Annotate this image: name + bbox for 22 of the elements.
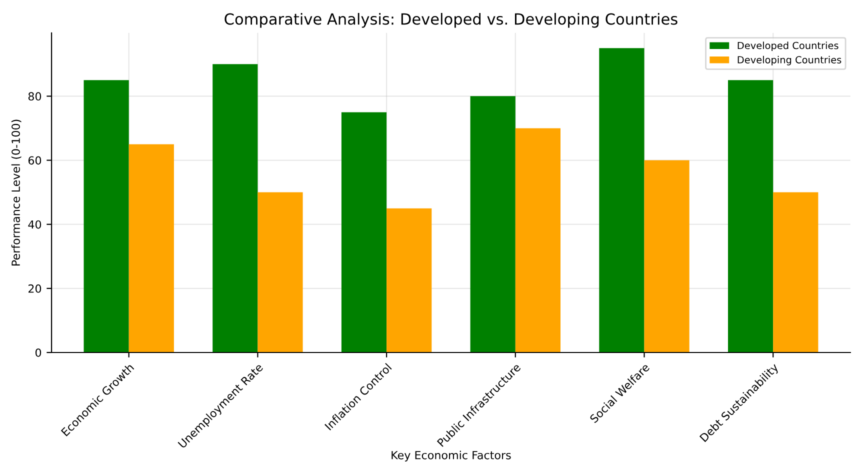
y-tick-label: 0	[35, 348, 42, 357]
y-tick-label: 80	[28, 92, 42, 101]
bar	[84, 80, 129, 352]
bar	[128, 144, 174, 352]
y-tick-label: 40	[28, 220, 42, 229]
legend-label: Developed Countries	[738, 42, 838, 52]
bar	[386, 208, 432, 352]
y-axis-title: Performance Level (0-100)	[11, 120, 22, 266]
legend-label: Developing Countries	[738, 56, 842, 66]
x-axis-title: Key Economic Factors	[392, 450, 511, 462]
y-tick-label: 20	[28, 284, 42, 293]
y-tick-label: 60	[28, 156, 42, 165]
bar	[341, 112, 387, 352]
bar	[599, 48, 644, 352]
bar	[773, 192, 818, 352]
bar	[728, 80, 774, 352]
chart-title: Comparative Analysis: Developed vs. Developing Countries	[224, 12, 678, 28]
bar	[258, 192, 303, 352]
bar	[470, 96, 516, 352]
bar	[644, 160, 690, 352]
bar	[212, 64, 258, 352]
bar	[515, 128, 560, 352]
